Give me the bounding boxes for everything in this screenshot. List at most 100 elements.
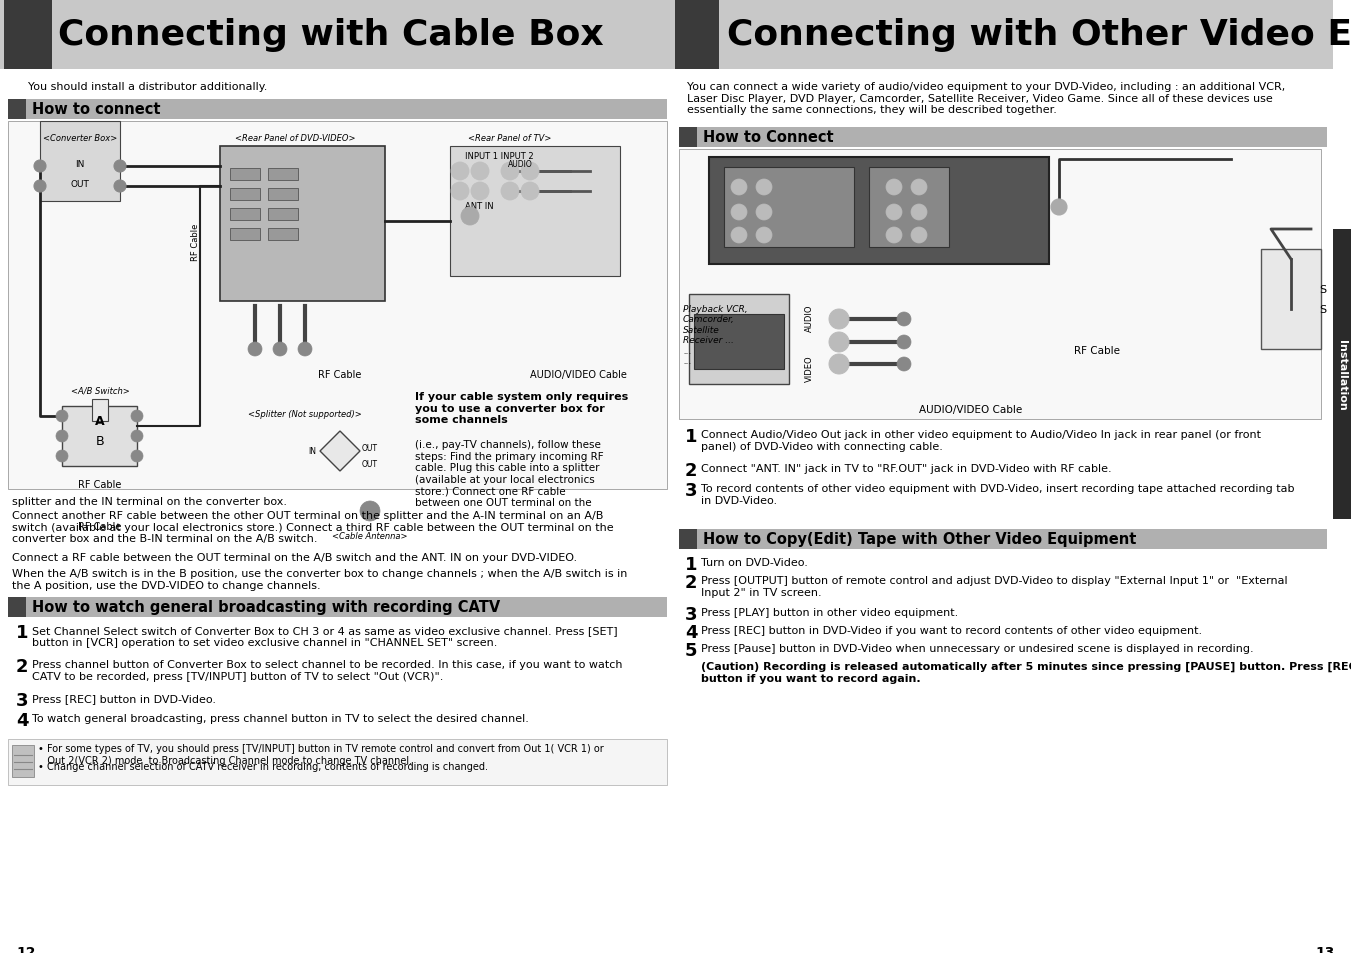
Text: Press [Pause] button in DVD-Video when unnecessary or undesired scene is display: Press [Pause] button in DVD-Video when u… xyxy=(701,643,1254,654)
Text: Turn on DVD-Video.: Turn on DVD-Video. xyxy=(701,558,808,567)
Text: <Splitter (Not supported)>: <Splitter (Not supported)> xyxy=(249,410,362,418)
Circle shape xyxy=(113,181,126,193)
Text: Press [REC] button in DVD-Video.: Press [REC] button in DVD-Video. xyxy=(32,693,216,703)
Text: Press channel button of Converter Box to select channel to be recorded. In this : Press channel button of Converter Box to… xyxy=(32,659,623,680)
Circle shape xyxy=(757,205,771,221)
Text: <A/B Switch>: <A/B Switch> xyxy=(70,387,130,395)
Text: Connect a RF cable between the OUT terminal on the A/B switch and the ANT. IN on: Connect a RF cable between the OUT termi… xyxy=(12,553,577,562)
Circle shape xyxy=(911,228,927,244)
Bar xyxy=(8,122,667,490)
Text: 12: 12 xyxy=(16,945,35,953)
Bar xyxy=(230,229,259,241)
Text: • Change channel selection of CATV receiver in recording, contents of recording : • Change channel selection of CATV recei… xyxy=(38,761,488,771)
Bar xyxy=(1260,250,1321,350)
Text: Press [PLAY] button in other video equipment.: Press [PLAY] button in other video equip… xyxy=(701,607,958,618)
Circle shape xyxy=(830,333,848,353)
Text: Press [OUTPUT] button of remote control and adjust DVD-Video to display "Externa: Press [OUTPUT] button of remote control … xyxy=(701,576,1288,597)
Bar xyxy=(8,740,667,785)
Circle shape xyxy=(897,313,911,327)
Circle shape xyxy=(521,163,539,181)
Bar xyxy=(450,147,620,276)
Bar xyxy=(0,0,676,70)
Circle shape xyxy=(897,357,911,372)
Text: 2: 2 xyxy=(16,658,28,676)
Circle shape xyxy=(471,163,489,181)
Circle shape xyxy=(299,343,312,356)
Circle shape xyxy=(1051,200,1067,215)
Text: OUT: OUT xyxy=(362,459,378,469)
Circle shape xyxy=(757,228,771,244)
Text: (i.e., pay-TV channels), follow these
steps: Find the primary incoming RF
cable.: (i.e., pay-TV channels), follow these st… xyxy=(415,439,604,507)
Text: A: A xyxy=(95,415,105,428)
Text: ANT IN: ANT IN xyxy=(465,202,493,211)
Bar xyxy=(724,168,854,248)
Text: VIDEO: VIDEO xyxy=(805,355,815,381)
Circle shape xyxy=(55,411,68,422)
Circle shape xyxy=(911,205,927,221)
Text: Playback VCR,
Camcorder,
Satellite
Receiver ...
...
...: Playback VCR, Camcorder, Satellite Recei… xyxy=(684,305,747,366)
Text: RF Cable: RF Cable xyxy=(78,521,122,532)
Bar xyxy=(694,314,784,370)
Text: Connect "ANT. IN" jack in TV to "RF.OUT" jack in DVD-Video with RF cable.: Connect "ANT. IN" jack in TV to "RF.OUT"… xyxy=(701,463,1112,474)
Text: 3: 3 xyxy=(16,691,28,709)
Text: You can connect a wide variety of audio/video equipment to your DVD-Video, inclu: You can connect a wide variety of audio/… xyxy=(688,82,1285,115)
Circle shape xyxy=(757,180,771,195)
Circle shape xyxy=(886,205,902,221)
Bar xyxy=(267,229,299,241)
Text: To record contents of other video equipment with DVD-Video, insert recording tap: To record contents of other video equipm… xyxy=(701,483,1294,505)
Text: If your cable system only requires
you to use a converter box for
some channels: If your cable system only requires you t… xyxy=(415,392,628,425)
Circle shape xyxy=(359,501,380,521)
Text: OUT: OUT xyxy=(362,443,378,453)
Text: <Cable Antenna>: <Cable Antenna> xyxy=(332,532,408,540)
Text: AUDIO/VIDEO Cable: AUDIO/VIDEO Cable xyxy=(530,370,627,379)
Text: 3: 3 xyxy=(685,481,697,499)
Bar xyxy=(220,147,385,302)
Circle shape xyxy=(131,411,143,422)
Circle shape xyxy=(830,310,848,330)
Text: AUDIO/VIDEO Cable: AUDIO/VIDEO Cable xyxy=(919,405,1023,415)
Text: Connect another RF cable between the other OUT terminal on the splitter and the : Connect another RF cable between the oth… xyxy=(12,511,613,543)
Bar xyxy=(12,745,34,778)
Text: Connecting with Cable Box: Connecting with Cable Box xyxy=(58,18,604,52)
Bar xyxy=(676,0,719,70)
Circle shape xyxy=(731,205,747,221)
Circle shape xyxy=(113,161,126,172)
Bar xyxy=(680,128,1327,148)
Bar xyxy=(8,100,26,120)
Text: RF Cable: RF Cable xyxy=(190,223,200,260)
Bar xyxy=(680,150,1321,419)
Text: splitter and the IN terminal on the converter box.: splitter and the IN terminal on the conv… xyxy=(12,497,286,506)
Circle shape xyxy=(131,431,143,442)
Circle shape xyxy=(830,355,848,375)
Circle shape xyxy=(131,451,143,462)
Bar xyxy=(8,598,667,618)
Circle shape xyxy=(521,183,539,201)
Text: Connect Audio/Video Out jack in other video equipment to Audio/Video In jack in : Connect Audio/Video Out jack in other vi… xyxy=(701,430,1260,451)
Text: 1: 1 xyxy=(16,623,28,641)
Bar xyxy=(267,169,299,181)
Text: B: B xyxy=(96,435,104,448)
Text: (Caution) Recording is released automatically after 5 minutes since pressing [PA: (Caution) Recording is released automati… xyxy=(701,661,1351,683)
Circle shape xyxy=(897,335,911,350)
Circle shape xyxy=(886,228,902,244)
Text: How to watch general broadcasting with recording CATV: How to watch general broadcasting with r… xyxy=(32,599,500,615)
Bar xyxy=(689,294,789,385)
Text: <Rear Panel of TV>: <Rear Panel of TV> xyxy=(469,133,551,143)
Text: IN: IN xyxy=(308,447,316,456)
Bar xyxy=(230,189,259,201)
Circle shape xyxy=(471,183,489,201)
Bar xyxy=(230,169,259,181)
Circle shape xyxy=(55,431,68,442)
Text: Set Channel Select switch of Converter Box to CH 3 or 4 as same as video exclusi: Set Channel Select switch of Converter B… xyxy=(32,625,617,647)
Bar xyxy=(680,530,1327,550)
Text: When the A/B switch is in the B position, use the converter box to change channe: When the A/B switch is in the B position… xyxy=(12,568,627,590)
Polygon shape xyxy=(320,432,359,472)
Circle shape xyxy=(501,183,519,201)
Circle shape xyxy=(34,181,46,193)
Text: Installation: Installation xyxy=(1337,339,1347,410)
Circle shape xyxy=(451,163,469,181)
Text: 2: 2 xyxy=(685,461,697,479)
Bar xyxy=(230,209,259,221)
Circle shape xyxy=(731,228,747,244)
Bar xyxy=(709,158,1048,265)
